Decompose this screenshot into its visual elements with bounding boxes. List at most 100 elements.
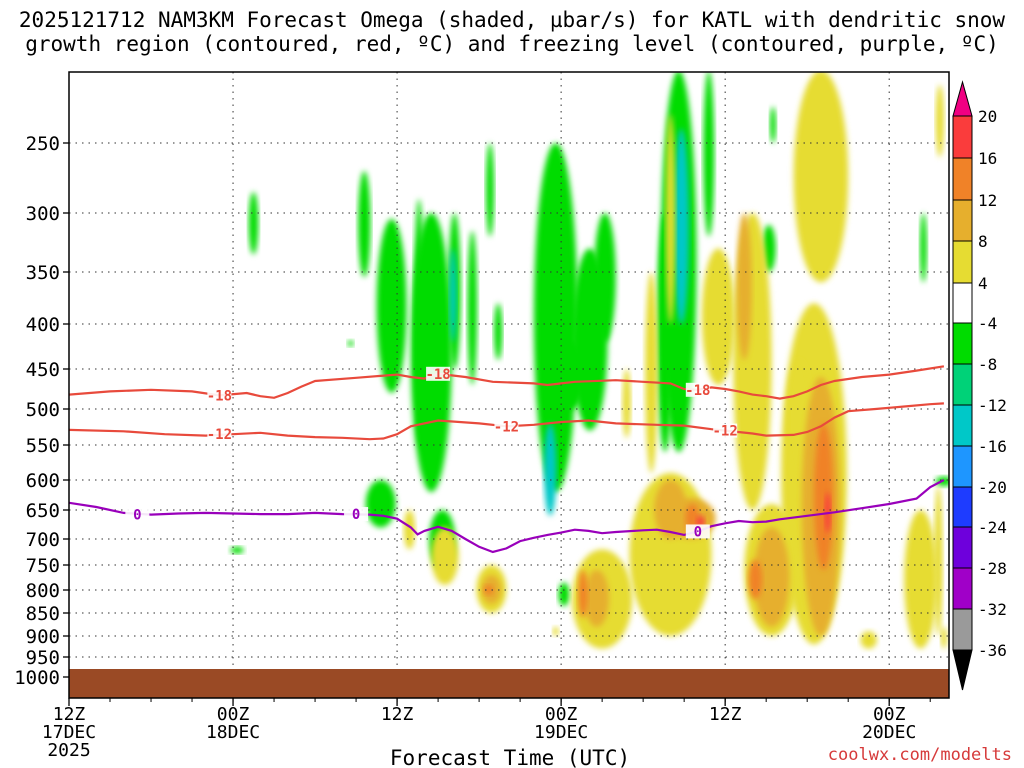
contour-label-bg — [426, 366, 451, 381]
omega-shade-cell — [431, 527, 459, 585]
dgz_bottom-label: -12 — [713, 424, 738, 440]
colorbar-band — [952, 80, 973, 117]
colorbar-band — [952, 526, 973, 569]
ground-terrain — [69, 669, 949, 698]
omega-shade-cell — [940, 626, 947, 649]
omega-shade-cell — [703, 72, 715, 237]
dgz_bottom-contour — [69, 402, 944, 441]
x-tick-date: 18DEC — [206, 722, 260, 743]
omega-shade-cell — [622, 369, 631, 438]
y-tick-label: 450 — [26, 359, 60, 381]
dgz_top-label: -18 — [425, 367, 450, 383]
contour-label-bg — [685, 524, 710, 539]
colorbar-label: 20 — [978, 107, 997, 126]
x-tick-label: 12Z — [709, 704, 742, 725]
y-tick-label: 350 — [26, 262, 60, 284]
colorbar-label: -36 — [978, 641, 1007, 660]
y-tick-label: 850 — [26, 603, 60, 625]
colorbar-label: 4 — [978, 274, 988, 293]
omega-shade-cell — [793, 72, 849, 283]
colorbar-band — [952, 363, 973, 406]
omega-shade-cell — [701, 248, 735, 385]
plot-frame — [68, 71, 950, 699]
omega-shade-cell — [935, 85, 944, 157]
colorbar-band-lowest — [952, 649, 973, 691]
colorbar-label: -4 — [978, 314, 997, 333]
omega-shade-cell — [665, 114, 676, 324]
colorbar-label: -8 — [978, 355, 997, 374]
omega-shade-cell — [449, 248, 457, 342]
omega-shade-cell — [814, 423, 834, 570]
y-tick-label: 650 — [26, 500, 60, 522]
colorbar-label: -32 — [978, 600, 1007, 619]
omega-shade-cell — [403, 510, 415, 550]
omega-shade-cell — [860, 631, 877, 649]
contour-lines: -18 -18 -18 -12 -12 -12 0 0 0 — [69, 365, 945, 554]
omega-shade-cell — [753, 527, 790, 627]
omega-shade-cell — [736, 213, 752, 360]
colorbar-band — [952, 199, 973, 242]
freezing-contour — [69, 479, 945, 554]
omega-shade-cell — [673, 128, 689, 325]
colorbar-band — [952, 486, 973, 528]
x-tick-year: 2025 — [47, 740, 90, 761]
y-tick-label: 300 — [26, 203, 60, 225]
contour-label-bg — [207, 427, 232, 442]
omega-shade-cell — [248, 192, 259, 255]
colorbar: -36 -32 -28 -24 -20 -16 -12 -8 -4 4 8 12 16 20 — [952, 80, 1007, 691]
omega-shade-cell — [376, 218, 407, 393]
colorbar-band — [952, 608, 973, 651]
omega-shade-cell — [483, 585, 494, 595]
x-tick-date: 20DEC — [862, 722, 916, 743]
colorbar-label: -20 — [978, 478, 1007, 497]
colorbar-label: -28 — [978, 559, 1007, 578]
freezing-label: 0 — [133, 508, 141, 524]
x-tick-label: 00Z — [217, 704, 250, 725]
contour-label-bg — [125, 507, 150, 522]
x-tick-label: 12Z — [53, 704, 86, 725]
y-tick-label: 400 — [26, 314, 60, 336]
colorbar-band — [952, 282, 973, 324]
omega-shading — [230, 72, 949, 649]
y-tick-label: 700 — [26, 529, 60, 551]
colorbar-label: -12 — [978, 396, 1007, 415]
grid-lines — [69, 72, 949, 698]
y-tick-label: 250 — [26, 133, 60, 155]
omega-shade-cell — [558, 582, 570, 607]
colorbar-band — [952, 445, 973, 488]
omega-shade-cell — [552, 626, 559, 637]
y-tick-label: 950 — [26, 647, 60, 669]
omega-shade-cell — [410, 213, 452, 492]
freezing-label: 0 — [694, 524, 702, 540]
dgz_top-contour — [69, 365, 945, 400]
chart-title-line1: 2025121712 NAM3KM Forecast Omega (shaded… — [19, 8, 1006, 32]
contour-label-bg — [685, 382, 710, 397]
y-tick-label: 500 — [26, 399, 60, 421]
contour-label-bg — [344, 507, 369, 522]
y-tick-label: 600 — [26, 470, 60, 492]
x-tick-label: 00Z — [545, 704, 578, 725]
omega-shade-cell — [544, 423, 557, 516]
omega-shade-cell — [485, 143, 495, 237]
omega-shade-cell — [904, 510, 937, 649]
dgz_top-label: -18 — [685, 383, 710, 399]
omega-shade-cell — [654, 480, 687, 539]
colorbar-band — [952, 115, 973, 159]
colorbar-label: 16 — [978, 149, 997, 168]
x-axis-title: Forecast Time (UTC) — [390, 746, 630, 768]
colorbar-label: -16 — [978, 437, 1007, 456]
x-tick-label: 12Z — [381, 704, 414, 725]
contour-label-bg — [713, 423, 738, 438]
omega-shade-cell — [594, 213, 616, 342]
colorbar-label: -24 — [978, 518, 1007, 537]
y-tick-label: 550 — [26, 435, 60, 457]
colorbar-band — [952, 157, 973, 201]
contour-label-bg — [494, 419, 519, 434]
chart-title-line2: growth region (contoured, red, ºC) and f… — [25, 32, 999, 56]
colorbar-label: 12 — [978, 191, 997, 210]
y-tick-label: 750 — [26, 555, 60, 577]
credit-text: coolwx.com/modelts — [828, 745, 1012, 765]
omega-shade-cell — [358, 171, 371, 278]
y-tick-label: 800 — [26, 580, 60, 602]
